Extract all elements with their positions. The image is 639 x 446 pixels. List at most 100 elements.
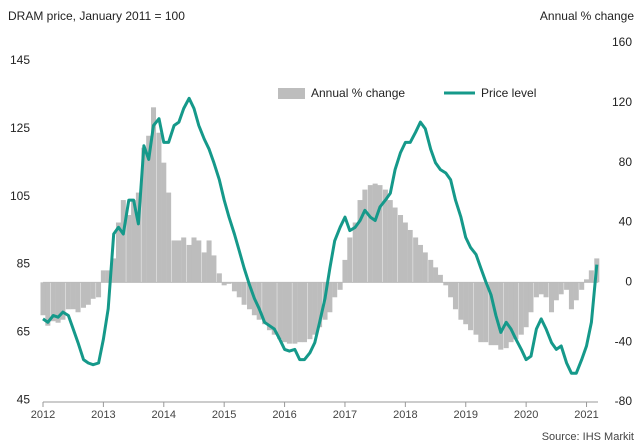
x-tick-label: 2016 [272,409,296,421]
y-tick-label: 45 [17,392,31,406]
bar [45,282,51,326]
bar [201,252,207,283]
bar [458,282,464,320]
bar [387,200,393,283]
bar [543,282,549,298]
y2-tick-label: 40 [619,215,633,229]
bar [372,183,378,283]
bar [105,270,111,283]
y2-tick-label: 120 [612,95,632,109]
x-tick-label: 2021 [574,409,598,421]
bar [564,282,570,290]
bar [548,282,555,313]
bar [362,189,368,283]
bar [452,282,458,310]
bar [498,282,504,350]
bar [262,282,268,325]
bar [448,282,454,298]
bar [226,282,232,284]
bar [176,240,182,283]
y-tick-label: 145 [10,53,30,67]
bar [216,273,222,283]
bar [115,222,122,283]
bar [85,282,91,305]
bar [211,255,217,283]
source: Source: IHS Markit [542,431,634,443]
bar [131,200,137,283]
bar [292,282,298,344]
bar [286,282,292,344]
bar [433,267,439,283]
y-tick-label: 65 [17,325,31,339]
bar [111,258,117,283]
bar [327,282,333,313]
bar [297,282,303,343]
bar [488,282,494,346]
y-tick-label: 85 [17,257,31,271]
bar [398,215,404,283]
y2-axis-label: Annual % change [540,9,634,23]
bar [135,192,141,283]
bar [55,282,61,323]
bar [247,282,253,310]
bar [392,207,398,283]
x-tick-label: 2017 [333,409,357,421]
bar [428,259,434,283]
bar [342,259,348,283]
legend-label: Annual % change [311,86,405,100]
y2-tick-label: -80 [615,394,633,408]
bar [50,282,56,322]
bar [523,282,529,328]
bar [282,282,288,343]
y-tick-label: 125 [10,121,30,135]
bar [473,282,479,335]
bar [126,215,132,283]
bar [186,244,192,283]
bar [558,282,564,295]
bar [538,282,544,295]
bar [171,240,177,283]
price-line [42,96,599,375]
legend-label: Price level [481,86,536,100]
bar [584,279,590,283]
bar [357,200,363,283]
bar [417,244,423,283]
bar [60,282,66,320]
bar [553,282,559,301]
y-tick-label: 105 [10,189,30,203]
bar [100,270,106,283]
bar [463,282,469,325]
bar [166,192,172,283]
bar [513,282,519,340]
y2-tick-label: -40 [615,334,633,348]
x-tick-label: 2015 [212,409,236,421]
x-tick-label: 2013 [91,409,115,421]
bar [317,282,323,328]
bar [146,135,152,283]
bar [206,240,212,283]
bar [528,282,534,313]
bar [191,237,197,283]
bar [483,282,489,343]
bar [413,237,419,283]
bar [256,282,262,320]
bar [332,282,338,298]
y2-tick-label: 80 [619,155,633,169]
bar [141,147,147,283]
chart-title: DRAM price, January 2011 = 100 [8,9,185,23]
bar [156,132,162,283]
bar [271,282,277,335]
bar [96,282,102,298]
x-tick-label: 2012 [31,409,55,421]
bar [437,274,443,283]
bar [579,282,585,290]
bar [568,282,574,310]
bar [508,282,514,343]
bar [377,185,383,283]
bar [443,282,449,286]
bar [352,222,358,283]
bar [478,282,484,343]
bar [75,282,81,313]
x-tick-label: 2014 [152,409,176,421]
